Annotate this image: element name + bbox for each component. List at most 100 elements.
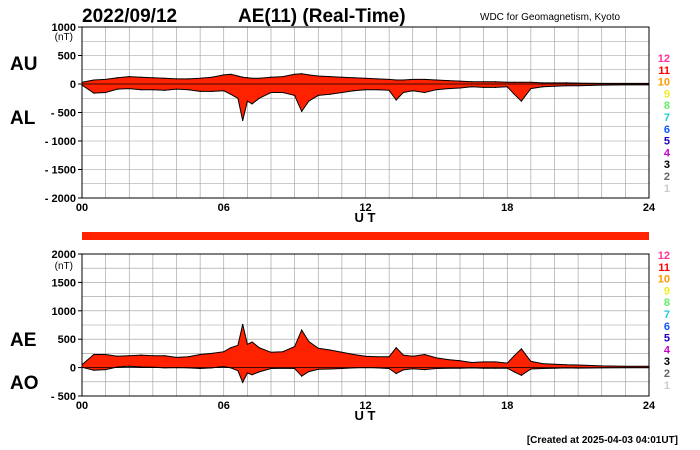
ao-point — [187, 367, 189, 369]
lower-unit-label: (nT) — [55, 261, 73, 272]
au-point — [565, 82, 567, 84]
ae-point — [577, 364, 579, 366]
ae-point — [242, 323, 244, 326]
y-tick-label: - 2000 — [45, 193, 76, 205]
al-point — [530, 87, 532, 90]
al-point — [294, 94, 296, 96]
al-point — [513, 93, 515, 95]
ao-point — [251, 374, 253, 376]
ae-point — [601, 365, 603, 367]
au-point — [530, 81, 532, 83]
x-tick-label: 12 — [359, 202, 371, 214]
y-tick-label: 500 — [58, 51, 76, 63]
station-legend-item: 8 — [664, 100, 670, 112]
au-point — [301, 73, 303, 75]
ae-point — [282, 351, 284, 353]
station-legend-item: 3 — [664, 159, 670, 171]
ao-point — [237, 370, 239, 372]
x-tick-label: 18 — [501, 400, 513, 412]
station-legend-item: 8 — [664, 297, 670, 309]
au-point — [246, 77, 248, 79]
al-point — [494, 86, 497, 89]
lower-x-tick-labels: 00 06 12 18 24 — [76, 400, 656, 412]
date-title: 2022/09/12 — [82, 6, 177, 27]
ae-point — [624, 365, 626, 367]
al-point — [187, 89, 189, 91]
au-point — [402, 79, 404, 81]
station-legend-item: 6 — [664, 321, 670, 333]
al-point — [423, 91, 426, 94]
al-point — [341, 91, 343, 94]
ao-point — [93, 369, 95, 371]
station-legend-item: 11 — [658, 65, 670, 77]
al-point — [317, 94, 319, 96]
lower-frame — [81, 253, 650, 397]
ao-point — [270, 367, 272, 370]
ao-point — [116, 366, 119, 368]
al-point — [258, 97, 260, 99]
ae-point — [412, 355, 414, 357]
separator-bar — [82, 232, 649, 240]
chart-title: AE(11) (Real-Time) — [238, 6, 406, 27]
ao-point — [317, 368, 319, 370]
ao-label: AO — [10, 373, 39, 394]
au-area-line — [81, 73, 649, 84]
al-point — [329, 93, 331, 95]
ao-point — [258, 371, 260, 373]
au-point — [187, 78, 189, 80]
au-point — [506, 81, 508, 83]
ao-point — [308, 370, 310, 373]
ao-point — [624, 367, 626, 369]
au-point — [211, 76, 213, 78]
ao-point — [388, 367, 390, 370]
al-point — [230, 93, 232, 95]
al-point — [353, 90, 355, 92]
station-legend-item: 12 — [658, 53, 670, 65]
au-point — [237, 75, 239, 77]
au-point — [282, 75, 284, 78]
ae-area-line — [81, 324, 649, 367]
ao-point — [494, 367, 497, 369]
au-point — [258, 77, 260, 79]
ae-point — [152, 355, 154, 357]
ae-point — [423, 353, 426, 356]
au-point — [624, 82, 626, 85]
ae-point — [376, 356, 378, 358]
al-point — [116, 88, 119, 90]
al-point — [506, 86, 508, 88]
ae-point — [565, 364, 567, 366]
ao-point — [447, 367, 449, 369]
ao-point — [242, 381, 244, 383]
al-point — [211, 90, 213, 93]
y-tick-label: 0 — [70, 79, 76, 91]
upper-y-tick-labels: 1000 500 0 - 500 - 1000 - 1500 - 2000 — [45, 22, 82, 205]
ao-point — [402, 369, 404, 371]
au-point — [412, 78, 414, 81]
al-point — [601, 84, 603, 86]
station-legend-item: 9 — [664, 88, 670, 100]
station-legend-item: 1 — [664, 380, 670, 392]
au-point — [270, 76, 272, 78]
al-point — [199, 90, 201, 93]
ae-point — [329, 349, 331, 351]
station-legend-item: 10 — [658, 77, 670, 89]
ao-point — [435, 367, 437, 370]
x-tick-label: 00 — [76, 400, 88, 412]
al-point — [105, 91, 107, 94]
al-point — [624, 84, 626, 86]
ae-point — [105, 353, 107, 356]
au-point — [128, 75, 130, 78]
station-legend-item: 6 — [664, 124, 670, 136]
al-point — [435, 89, 437, 91]
ae-point — [395, 347, 397, 349]
ao-point — [506, 367, 508, 369]
au-point — [388, 78, 390, 81]
au-point — [230, 73, 232, 75]
x-tick-label: 18 — [501, 202, 513, 214]
ae-point — [402, 354, 404, 356]
ae-point — [317, 347, 319, 349]
al-label: AL — [10, 108, 36, 129]
x-tick-label: 12 — [359, 400, 371, 412]
